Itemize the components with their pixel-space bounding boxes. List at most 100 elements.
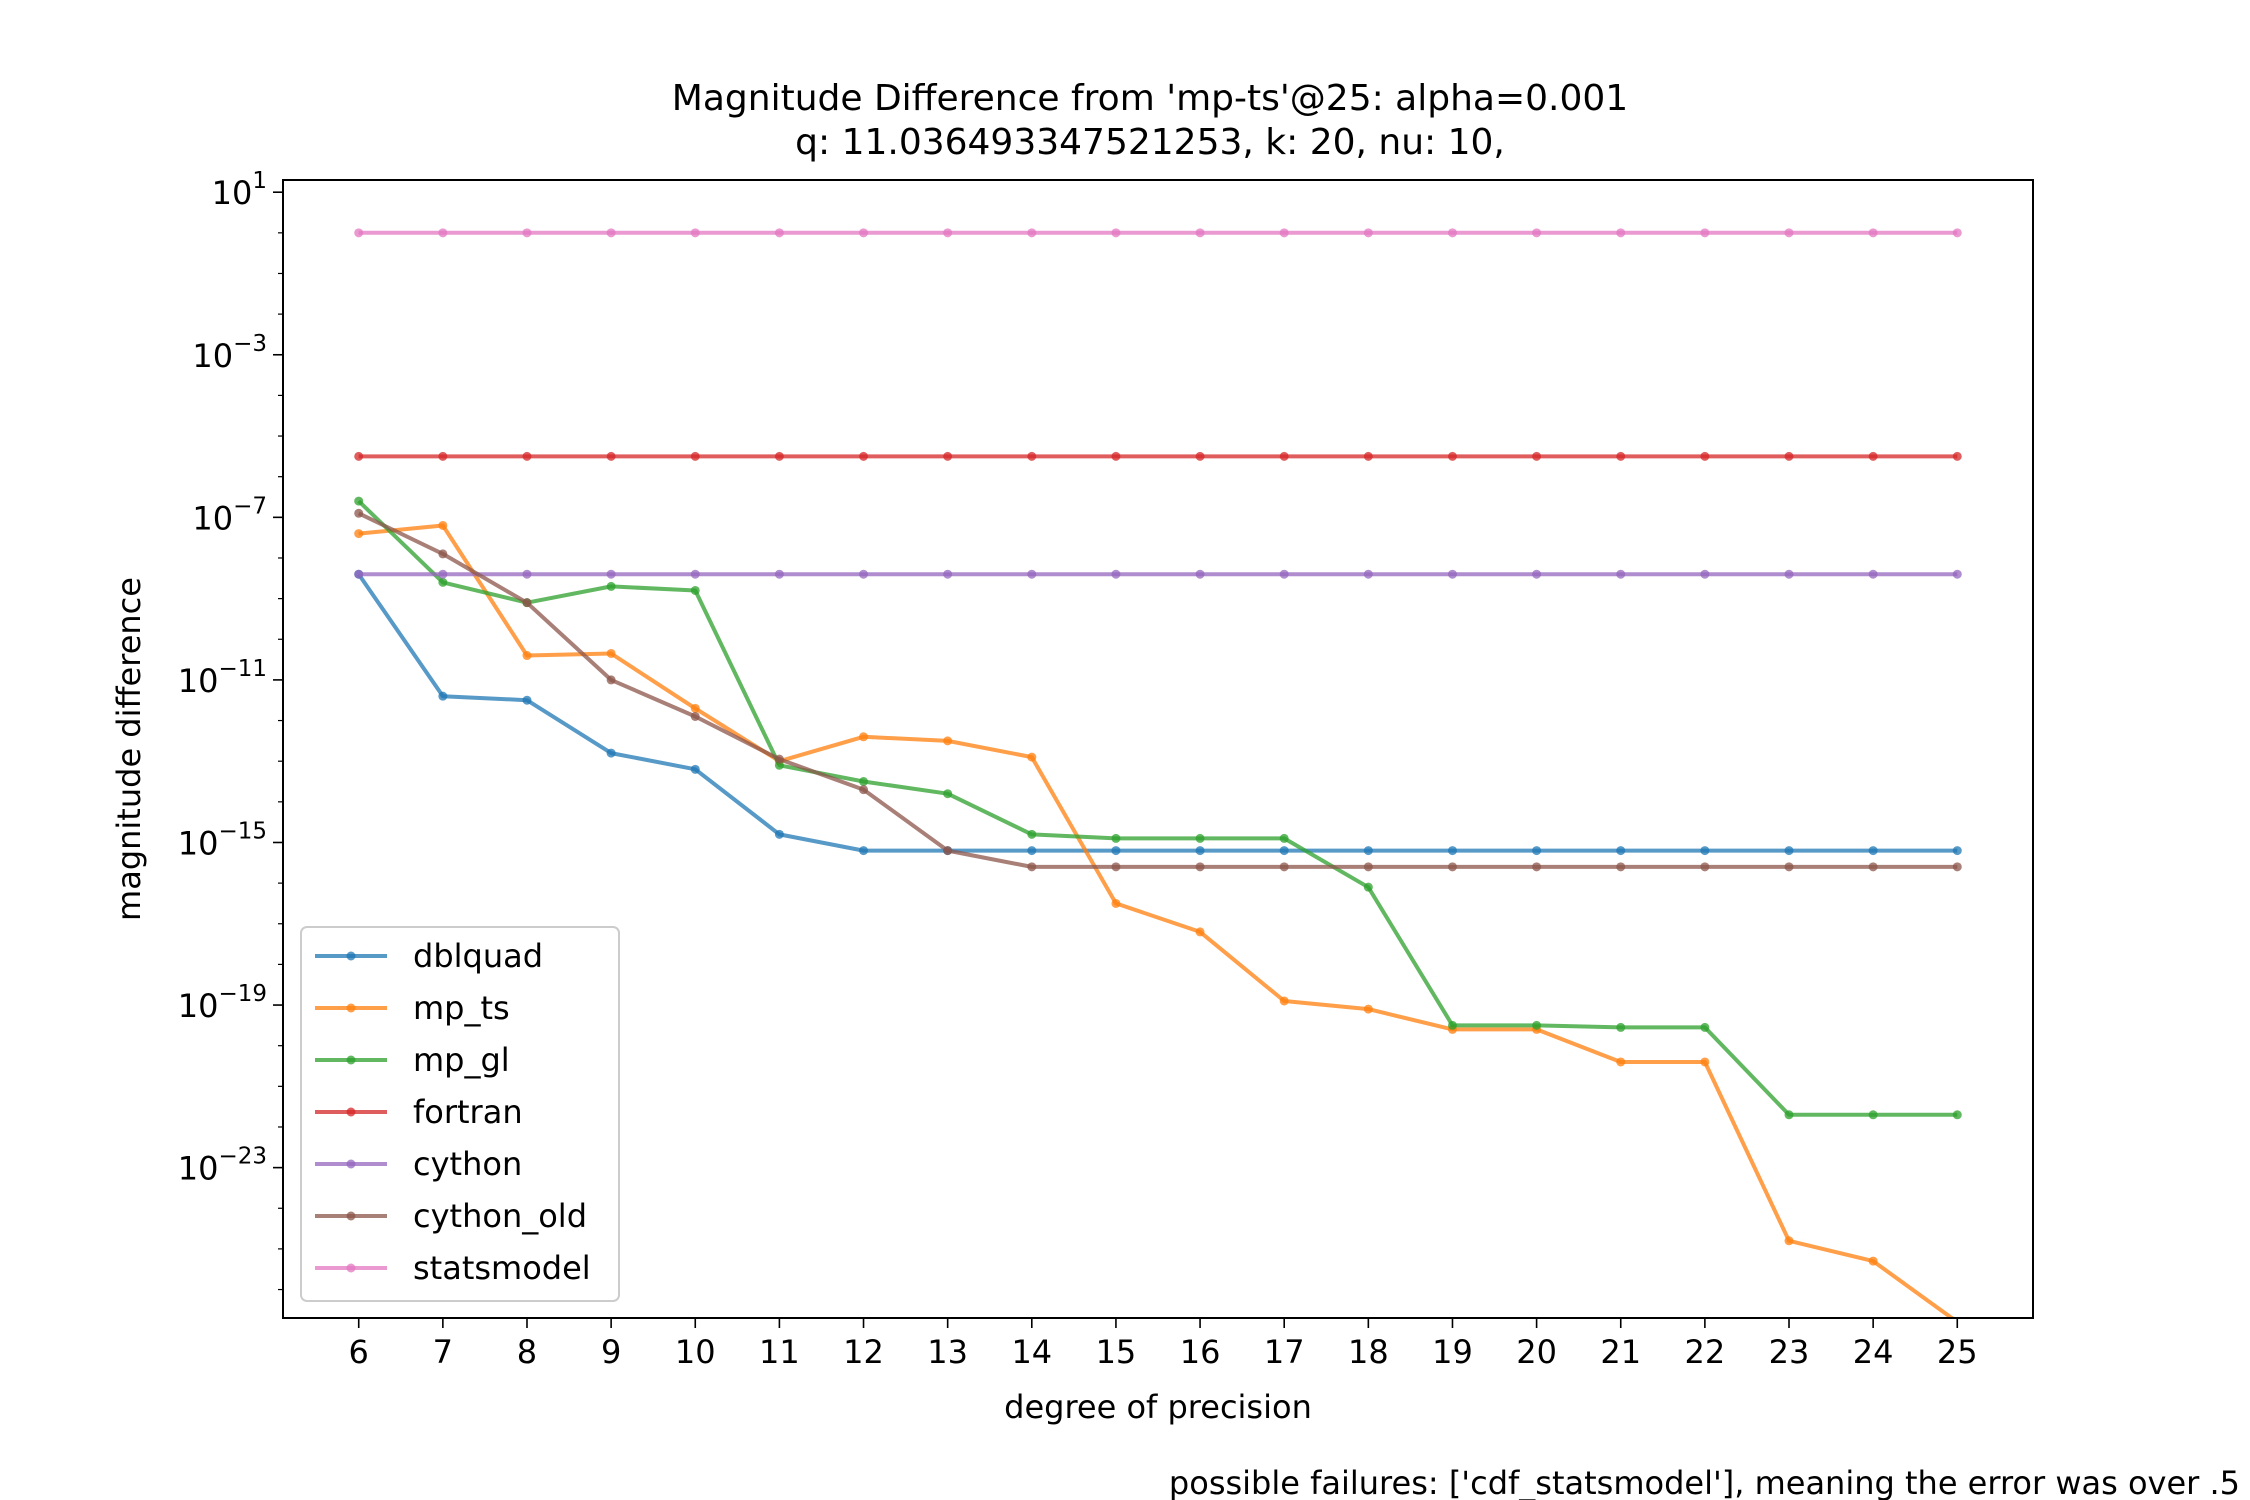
data-point-mp_gl — [354, 496, 364, 506]
data-point-fortran — [1195, 451, 1205, 461]
data-point-cython_old — [1616, 862, 1626, 872]
x-tick-label: 14 — [1011, 1333, 1052, 1371]
data-point-fortran — [522, 451, 532, 461]
y-axis: 101 10−3 10−7 10−11 10−15 10−19 10−23 — [178, 168, 283, 1291]
y-tick-label: 10−7 — [192, 493, 267, 537]
data-point-dblquad — [1027, 846, 1037, 856]
data-point-fortran — [859, 451, 869, 461]
data-point-cython_old — [774, 754, 784, 764]
data-point-mp_ts — [1111, 898, 1121, 908]
series-line-mp_ts — [358, 523, 1956, 1318]
data-point-cython — [774, 569, 784, 579]
data-point-dblquad — [1447, 846, 1457, 856]
data-point-statsmodel — [1363, 228, 1373, 238]
data-point-cython — [354, 569, 364, 579]
x-tick-label: 22 — [1685, 1333, 1726, 1371]
data-point-cython_old — [1700, 862, 1710, 872]
data-point-cython — [690, 569, 700, 579]
data-point-statsmodel — [774, 228, 784, 238]
data-point-statsmodel — [1447, 228, 1457, 238]
legend-box — [300, 926, 620, 1302]
data-point-dblquad — [774, 829, 784, 839]
legend-label-mp_ts: mp_ts — [413, 989, 510, 1027]
data-point-mp_gl — [943, 789, 953, 799]
data-point-mp_gl — [1111, 833, 1121, 843]
data-point-mp_ts — [1700, 1057, 1710, 1067]
data-point-statsmodel — [1784, 228, 1794, 238]
data-point-cython — [1616, 569, 1626, 579]
data-point-fortran — [606, 451, 616, 461]
y-axis-label: magnitude difference — [110, 577, 148, 921]
x-tick-label: 10 — [675, 1333, 716, 1371]
x-tick-label: 11 — [759, 1333, 800, 1371]
data-point-mp_ts — [606, 648, 616, 658]
y-tick-label: 10−3 — [192, 331, 267, 375]
data-point-dblquad — [1111, 846, 1121, 856]
x-tick-label: 17 — [1264, 1333, 1305, 1371]
x-tick-label: 24 — [1853, 1333, 1894, 1371]
data-point-cython_old — [859, 785, 869, 795]
legend-label-dblquad: dblquad — [413, 937, 543, 975]
legend-label-cython_old: cython_old — [413, 1197, 587, 1235]
data-point-fortran — [354, 451, 364, 461]
data-point-statsmodel — [1700, 228, 1710, 238]
data-point-statsmodel — [1952, 228, 1962, 238]
data-point-mp_gl — [1952, 1110, 1962, 1120]
data-point-statsmodel — [354, 228, 364, 238]
data-point-mp_gl — [859, 777, 869, 787]
data-point-cython_old — [1279, 862, 1289, 872]
plot-area — [354, 228, 1962, 1318]
data-point-mp_ts — [1195, 927, 1205, 937]
data-point-mp_ts — [1363, 1004, 1373, 1014]
data-point-cython — [859, 569, 869, 579]
data-point-fortran — [943, 451, 953, 461]
y-tick-label: 101 — [212, 168, 267, 212]
data-point-dblquad — [859, 846, 869, 856]
data-point-fortran — [774, 451, 784, 461]
data-point-cython — [1279, 569, 1289, 579]
data-point-statsmodel — [1616, 228, 1626, 238]
data-point-fortran — [438, 451, 448, 461]
data-point-cython_old — [1868, 862, 1878, 872]
data-point-dblquad — [690, 764, 700, 774]
x-tick-label: 25 — [1937, 1333, 1978, 1371]
data-point-cython_old — [1952, 862, 1962, 872]
x-tick-label: 21 — [1600, 1333, 1641, 1371]
data-point-cython_old — [943, 846, 953, 856]
series-line-cython_old — [357, 511, 1958, 869]
data-point-mp_gl — [1279, 833, 1289, 843]
y-tick-label: 10−15 — [178, 818, 267, 862]
legend-label-fortran: fortran — [413, 1093, 523, 1131]
y-tick-label: 10−11 — [178, 656, 267, 700]
data-point-cython — [1111, 569, 1121, 579]
data-point-cython_old — [1784, 862, 1794, 872]
data-point-cython_old — [1111, 862, 1121, 872]
data-point-mp_ts — [1784, 1236, 1794, 1246]
data-point-fortran — [1447, 451, 1457, 461]
data-point-mp_gl — [690, 585, 700, 595]
x-axis: 6 7 8 9 10 11 12 13 14 15 16 17 18 19 20 21 22 23 24 25 — [349, 1318, 1978, 1371]
data-point-mp_gl — [1195, 833, 1205, 843]
data-point-cython — [1195, 569, 1205, 579]
data-point-mp_ts — [1027, 752, 1037, 762]
data-point-mp_gl — [1700, 1022, 1710, 1032]
legend-marker-cython — [346, 1159, 356, 1169]
data-point-statsmodel — [1195, 228, 1205, 238]
data-point-cython_old — [522, 598, 532, 608]
x-tick-label: 13 — [927, 1333, 968, 1371]
data-point-cython_old — [438, 549, 448, 559]
data-point-statsmodel — [1532, 228, 1542, 238]
data-point-cython_old — [1532, 862, 1542, 872]
legend-marker-mp_ts — [346, 1003, 356, 1013]
data-point-mp_gl — [1868, 1110, 1878, 1120]
data-point-cython — [1868, 569, 1878, 579]
legend-label-mp_gl: mp_gl — [413, 1041, 510, 1079]
data-point-mp_gl — [1027, 829, 1037, 839]
legend-marker-dblquad — [346, 951, 356, 961]
plot-frame — [282, 179, 2034, 1319]
data-point-mp_ts — [438, 520, 448, 530]
data-point-statsmodel — [438, 228, 448, 238]
data-point-mp_ts — [1279, 996, 1289, 1006]
chart-title-line1: Magnitude Difference from 'mp-ts'@25: al… — [672, 78, 1628, 119]
